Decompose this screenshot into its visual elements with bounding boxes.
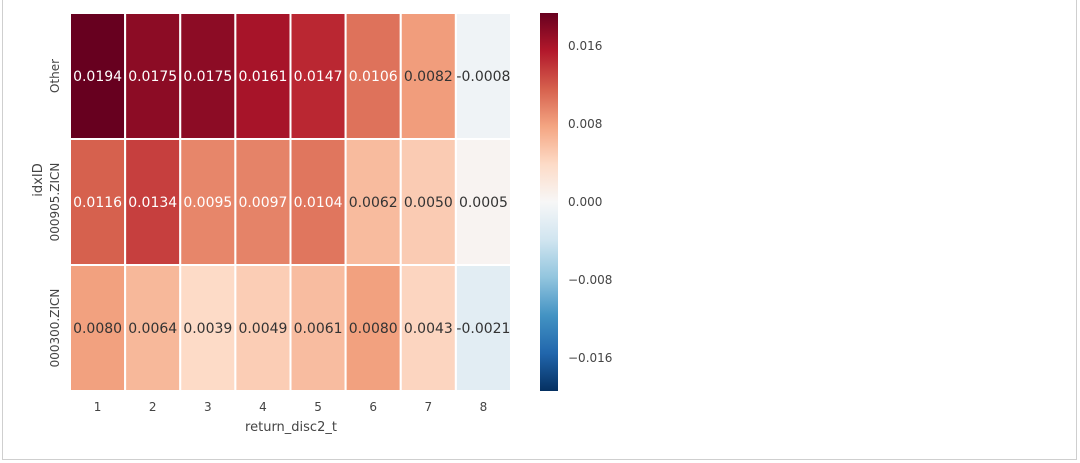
- y-axis-label: idxID: [31, 163, 46, 196]
- cell-value-label: 0.0116: [73, 195, 122, 211]
- heatmap-cell: [454, 12, 512, 140]
- cell-value-label: 0.0061: [294, 321, 343, 337]
- cell-value-label: 0.0049: [238, 321, 287, 337]
- x-tick-label: 7: [424, 400, 432, 414]
- colorbar-tick-label: −0.016: [568, 351, 612, 365]
- cell-value-label: 0.0064: [128, 321, 177, 337]
- colorbar-tick-label: −0.008: [568, 273, 612, 287]
- x-tick-label: 8: [480, 400, 488, 414]
- heatmap-cell: [124, 138, 182, 266]
- heatmap-cells: 0.0194 0.0175 0.0175 0.0161 0.0147 0.0106 0.00…: [69, 12, 512, 392]
- cell-value-label: -0.0008: [456, 69, 510, 85]
- cell-value-label: 0.0050: [404, 195, 453, 211]
- cell-value-label: 0.0082: [404, 69, 453, 85]
- colorbar-tick-label: 0.000: [568, 195, 602, 209]
- heatmap-cell: [344, 138, 402, 266]
- colorbar: [540, 13, 558, 391]
- cell-value-label: 0.0134: [128, 195, 177, 211]
- cell-value-label: 0.0097: [238, 195, 287, 211]
- cell-value-label: 0.0062: [349, 195, 398, 211]
- cell-value-label: -0.0021: [456, 321, 510, 337]
- heatmap-cell: [454, 264, 512, 392]
- cell-value-label: 0.0005: [459, 195, 508, 211]
- heatmap-cell: [289, 138, 347, 266]
- heatmap-cell: [124, 264, 182, 392]
- heatmap-cell: [179, 138, 237, 266]
- heatmap-cell: [234, 264, 292, 392]
- cell-value-label: 0.0080: [73, 321, 122, 337]
- y-tick-label: Other: [48, 59, 62, 93]
- cell-value-label: 0.0147: [294, 69, 343, 85]
- cell-value-label: 0.0095: [183, 195, 232, 211]
- heatmap-cell: [399, 138, 457, 266]
- heatmap-cell: [399, 264, 457, 392]
- cell-value-label: 0.0106: [349, 69, 398, 85]
- cell-value-label: 0.0175: [128, 69, 177, 85]
- x-tick-label: 3: [204, 400, 212, 414]
- cell-value-label: 0.0039: [183, 321, 232, 337]
- cell-value-label: 0.0175: [183, 69, 232, 85]
- x-tick-label: 4: [259, 400, 267, 414]
- y-tick-label: 000300.ZICN: [48, 289, 62, 368]
- x-tick-label: 6: [369, 400, 377, 414]
- cell-value-label: 0.0080: [349, 321, 398, 337]
- heatmap-cell: [124, 12, 182, 140]
- x-tick-label: 5: [314, 400, 322, 414]
- heatmap-cell: [69, 264, 127, 392]
- heatmap-cell: [69, 138, 127, 266]
- x-tick-label: 1: [94, 400, 102, 414]
- x-axis-label: return_disc2_t: [245, 420, 337, 435]
- x-tick-label: 2: [149, 400, 157, 414]
- cell-value-label: 0.0161: [238, 69, 287, 85]
- cell-value-label: 0.0043: [404, 321, 453, 337]
- y-tick-label: 000905.ZICN: [48, 163, 62, 242]
- cell-value-label: 0.0194: [73, 69, 122, 85]
- cell-value-label: 0.0104: [294, 195, 343, 211]
- heatmap-cell: [289, 264, 347, 392]
- colorbar-tick-label: 0.016: [568, 39, 602, 53]
- x-axis-ticks: 1 2 3 4 5 6 7 8: [94, 400, 488, 414]
- colorbar-ticks: 0.016 0.008 0.000 −0.008 −0.016: [568, 39, 612, 365]
- y-axis-ticks: Other 000905.ZICN 000300.ZICN: [48, 59, 62, 367]
- heatmap-cell: [179, 264, 237, 392]
- colorbar-tick-label: 0.008: [568, 117, 602, 131]
